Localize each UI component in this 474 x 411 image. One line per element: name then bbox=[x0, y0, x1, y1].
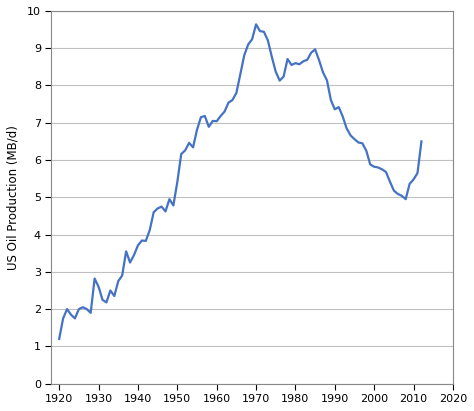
Y-axis label: US Oil Production (MB/d): US Oil Production (MB/d) bbox=[7, 125, 20, 270]
